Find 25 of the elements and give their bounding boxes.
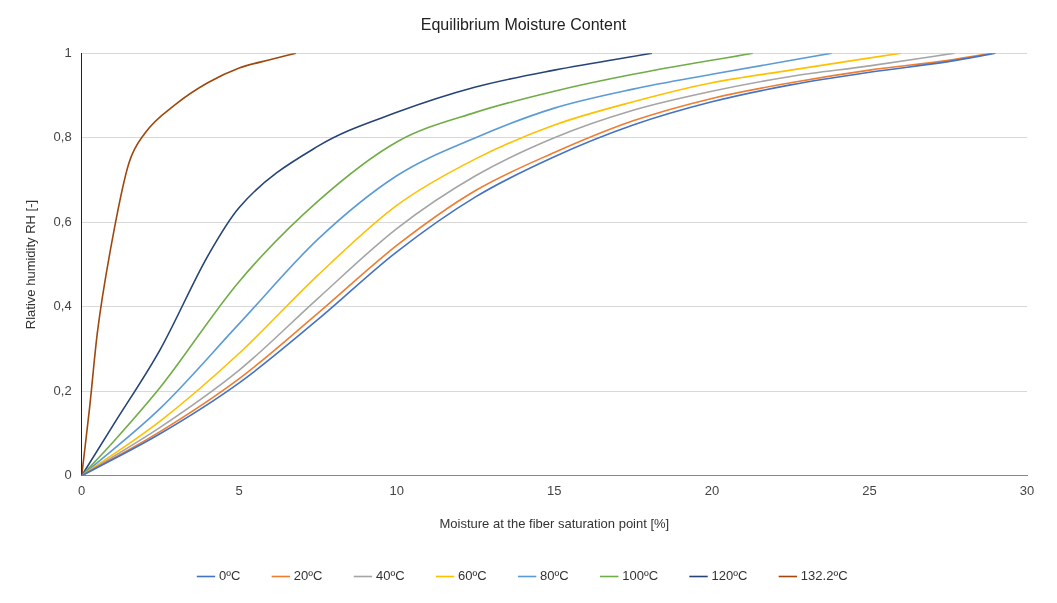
y-tick-label: 0,4 bbox=[53, 298, 72, 314]
x-tick-label: 30 bbox=[1019, 483, 1035, 499]
y-tick-label: 0,2 bbox=[53, 382, 72, 398]
line-series bbox=[81, 53, 297, 476]
x-tick-label: 25 bbox=[862, 483, 877, 499]
x-tick-label: 15 bbox=[547, 483, 562, 499]
legend-label: 40ºC bbox=[375, 568, 405, 584]
y-tick-label: 0 bbox=[64, 467, 72, 483]
legend-label: 100ºC bbox=[622, 568, 659, 584]
x-axis-title: Moisture at the fiber saturation point [%] bbox=[439, 515, 670, 531]
y-tick-label: 0,6 bbox=[53, 213, 72, 229]
x-tick-label: 20 bbox=[704, 483, 720, 499]
y-axis-title: Rlative humidity RH [-] bbox=[23, 199, 39, 330]
legend-label: 80ºC bbox=[540, 568, 569, 584]
legend-label: 120ºC bbox=[711, 568, 748, 584]
y-tick-label: 0,8 bbox=[53, 129, 72, 145]
x-tick-label: 0 bbox=[78, 483, 86, 499]
legend-label: 132.2ºC bbox=[800, 568, 848, 584]
chart-title: Equilibrium Moisture Content bbox=[420, 16, 627, 34]
x-tick-label: 5 bbox=[235, 483, 243, 499]
legend-label: 60ºC bbox=[458, 568, 487, 584]
x-tick-label: 10 bbox=[389, 483, 405, 499]
legend-label: 20ºC bbox=[293, 568, 323, 584]
y-tick-label: 1 bbox=[64, 44, 72, 60]
legend-label: 0ºC bbox=[218, 568, 241, 584]
